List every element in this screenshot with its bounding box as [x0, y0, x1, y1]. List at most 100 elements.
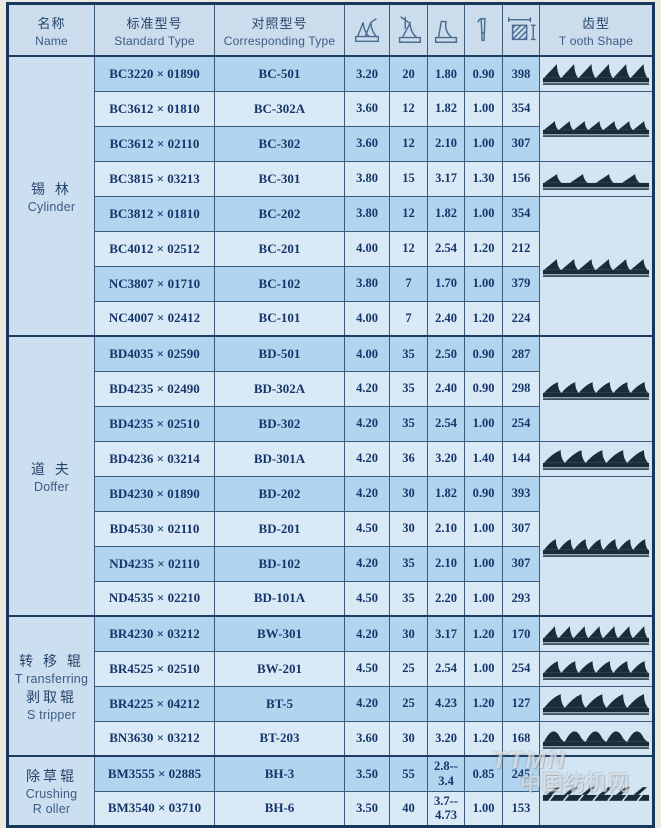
value-cell-front-angle: 12 [389, 90, 428, 127]
value-cell-base-width: 1.40 [464, 440, 503, 477]
value-cell-front-angle: 25 [389, 650, 428, 687]
corresponding-type-cell: BC-102 [214, 265, 345, 302]
corresponding-type-cell: BT-203 [214, 720, 345, 757]
value-cell-front-angle: 36 [389, 440, 428, 477]
header-standard-zh: 标准型号 [126, 15, 183, 31]
header-name-zh: 名称 [37, 15, 66, 31]
value-cell-base-width: 0.90 [464, 55, 503, 92]
table-row: 除草辊 Crushing R oller BM3555 × 02885 BH-3 3.50… [7, 755, 654, 827]
table-row: BC3812 × 01810 BC-202 3.80 12 1.82 1.00 354 [8, 195, 654, 337]
standard-type-cell: BR4525 × 02510 [94, 650, 215, 687]
header-tooth-shape: 齿型 T ooth Shape [539, 3, 654, 57]
value-cell-front-angle: 35 [389, 370, 428, 407]
table-row: BD4230 × 01890 BD-202 4.20 30 1.82 0.90 393 [8, 475, 654, 617]
value-cell-point-density: 354 [502, 90, 540, 127]
table-row: BD4236 × 03214 BD-301A 4.20 36 3.20 1.40 144 [8, 440, 654, 477]
value-cell-total-height: 4.20 [344, 615, 390, 652]
value-cell-base-width: 1.00 [464, 580, 503, 617]
standard-type-cell: BD4230 × 01890 [94, 475, 215, 512]
value-cell-front-angle: 30 [389, 475, 428, 512]
table-row: ND4535 × 02210 BD-101A 4.50 35 2.20 1.00 293 [8, 580, 654, 617]
standard-type-cell: BD4235 × 02510 [94, 405, 215, 442]
value-cell-tooth-depth: 3.20 [427, 720, 465, 757]
corresponding-type-cell: BH-6 [214, 790, 345, 827]
standard-type-cell: BC3612 × 01810 [94, 90, 215, 127]
header-corresponding-en: Corresponding Type [223, 33, 336, 48]
value-cell-total-height: 4.00 [344, 300, 390, 337]
standard-type-cell: BD4035 × 02590 [94, 335, 215, 372]
header-standard-type: 标准型号 Standard Type [94, 3, 215, 57]
section-name-en: R oller [32, 801, 71, 816]
tooth-shape-cell [539, 440, 654, 477]
value-cell-base-width: 0.85 [464, 755, 503, 792]
corresponding-type-cell: BT-5 [214, 685, 345, 722]
header-front-angle [389, 3, 428, 57]
tooth-shape-icon-curve-5 [542, 449, 650, 470]
header-corresponding-type: 对照型号 Corresponding Type [214, 3, 345, 57]
value-cell-point-density: 153 [502, 790, 540, 827]
standard-type-cell: NC4007 × 02412 [94, 300, 215, 337]
value-cell-total-height: 4.20 [344, 440, 390, 477]
corresponding-type-cell: BC-302 [214, 125, 345, 162]
value-cell-tooth-depth: 4.23 [427, 685, 465, 722]
value-cell-tooth-depth: 2.54 [427, 405, 465, 442]
card-clothing-spec-table: 名称 Name 标准型号 Standard Type 对照型号 Correspo… [6, 2, 655, 828]
value-cell-front-angle: 25 [389, 685, 428, 722]
header-standard-en: Standard Type [114, 33, 195, 48]
tooth-shape-icon-sharp-7 [542, 121, 650, 137]
corresponding-type-cell: BD-201 [214, 510, 345, 547]
value-cell-base-width: 0.90 [464, 370, 503, 407]
standard-type-cell: BR4230 × 03212 [94, 615, 215, 652]
header-point-density [502, 3, 540, 57]
value-cell-base-width: 1.00 [464, 265, 503, 302]
value-cell-base-width: 1.20 [464, 230, 503, 267]
value-cell-total-height: 3.60 [344, 90, 390, 127]
tooth-depth-icon [434, 20, 458, 43]
standard-type-cell: BR4225 × 04212 [94, 685, 215, 722]
table-row: BR4525 × 02510 BW-201 4.50 25 2.54 1.00 254 [8, 650, 654, 687]
tooth-shape-icon-sharp-7 [542, 625, 650, 645]
base-width-icon [477, 18, 486, 42]
section-name-en: Cylinder [27, 199, 76, 214]
tooth-shape-cell [539, 475, 654, 617]
value-cell-front-angle: 20 [389, 55, 428, 92]
value-cell-tooth-depth: 2.20 [427, 580, 465, 617]
corresponding-type-cell: BW-301 [214, 615, 345, 652]
table-row: 道 夫 Doffer BD4035 × 02590 BD-501 4.00 35 2.50 0… [7, 335, 654, 617]
value-cell-tooth-depth: 3.17 [427, 160, 465, 197]
value-cell-point-density: 307 [502, 125, 540, 162]
value-cell-base-width: 1.00 [464, 510, 503, 547]
value-cell-tooth-depth: 2.40 [427, 370, 465, 407]
total-height-icon [355, 18, 379, 42]
value-cell-base-width: 0.90 [464, 475, 503, 512]
section-name-en: T ransferring [14, 671, 89, 686]
standard-type-cell: BC3220 × 01890 [94, 55, 215, 92]
table-row: BN3630 × 03212 BT-203 3.60 30 3.20 1.20 168 [8, 720, 654, 757]
table-row: BM3540 × 03710 BH-6 3.50 40 3.7--4.73 1.00 153 [8, 790, 654, 827]
value-cell-front-angle: 12 [389, 230, 428, 267]
header-corresponding-zh: 对照型号 [251, 15, 308, 31]
value-cell-tooth-depth: 2.54 [427, 650, 465, 687]
section-name-en: Doffer [33, 479, 69, 494]
corresponding-type-cell: BC-302A [214, 90, 345, 127]
standard-type-cell: BD4236 × 03214 [94, 440, 215, 477]
value-cell-total-height: 4.20 [344, 685, 390, 722]
value-cell-total-height: 4.50 [344, 580, 390, 617]
value-cell-front-angle: 12 [389, 195, 428, 232]
corresponding-type-cell: BD-102 [214, 545, 345, 582]
tooth-shape-cell [539, 755, 654, 827]
value-cell-tooth-depth: 1.82 [427, 475, 465, 512]
tooth-shape-cell [539, 650, 654, 687]
value-cell-front-angle: 7 [389, 265, 428, 302]
value-cell-tooth-depth: 2.10 [427, 545, 465, 582]
corresponding-type-cell: BH-3 [214, 755, 345, 792]
section-name-en: Crushing [25, 786, 78, 801]
corresponding-type-cell: BW-201 [214, 650, 345, 687]
value-cell-point-density: 144 [502, 440, 540, 477]
value-cell-point-density: 127 [502, 685, 540, 722]
value-cell-tooth-depth: 2.8--3.4 [427, 755, 465, 792]
value-cell-tooth-depth: 3.7--4.73 [427, 790, 465, 827]
tooth-shape-icon-curve-6 [542, 660, 650, 680]
value-cell-point-density: 307 [502, 545, 540, 582]
value-cell-point-density: 393 [502, 475, 540, 512]
